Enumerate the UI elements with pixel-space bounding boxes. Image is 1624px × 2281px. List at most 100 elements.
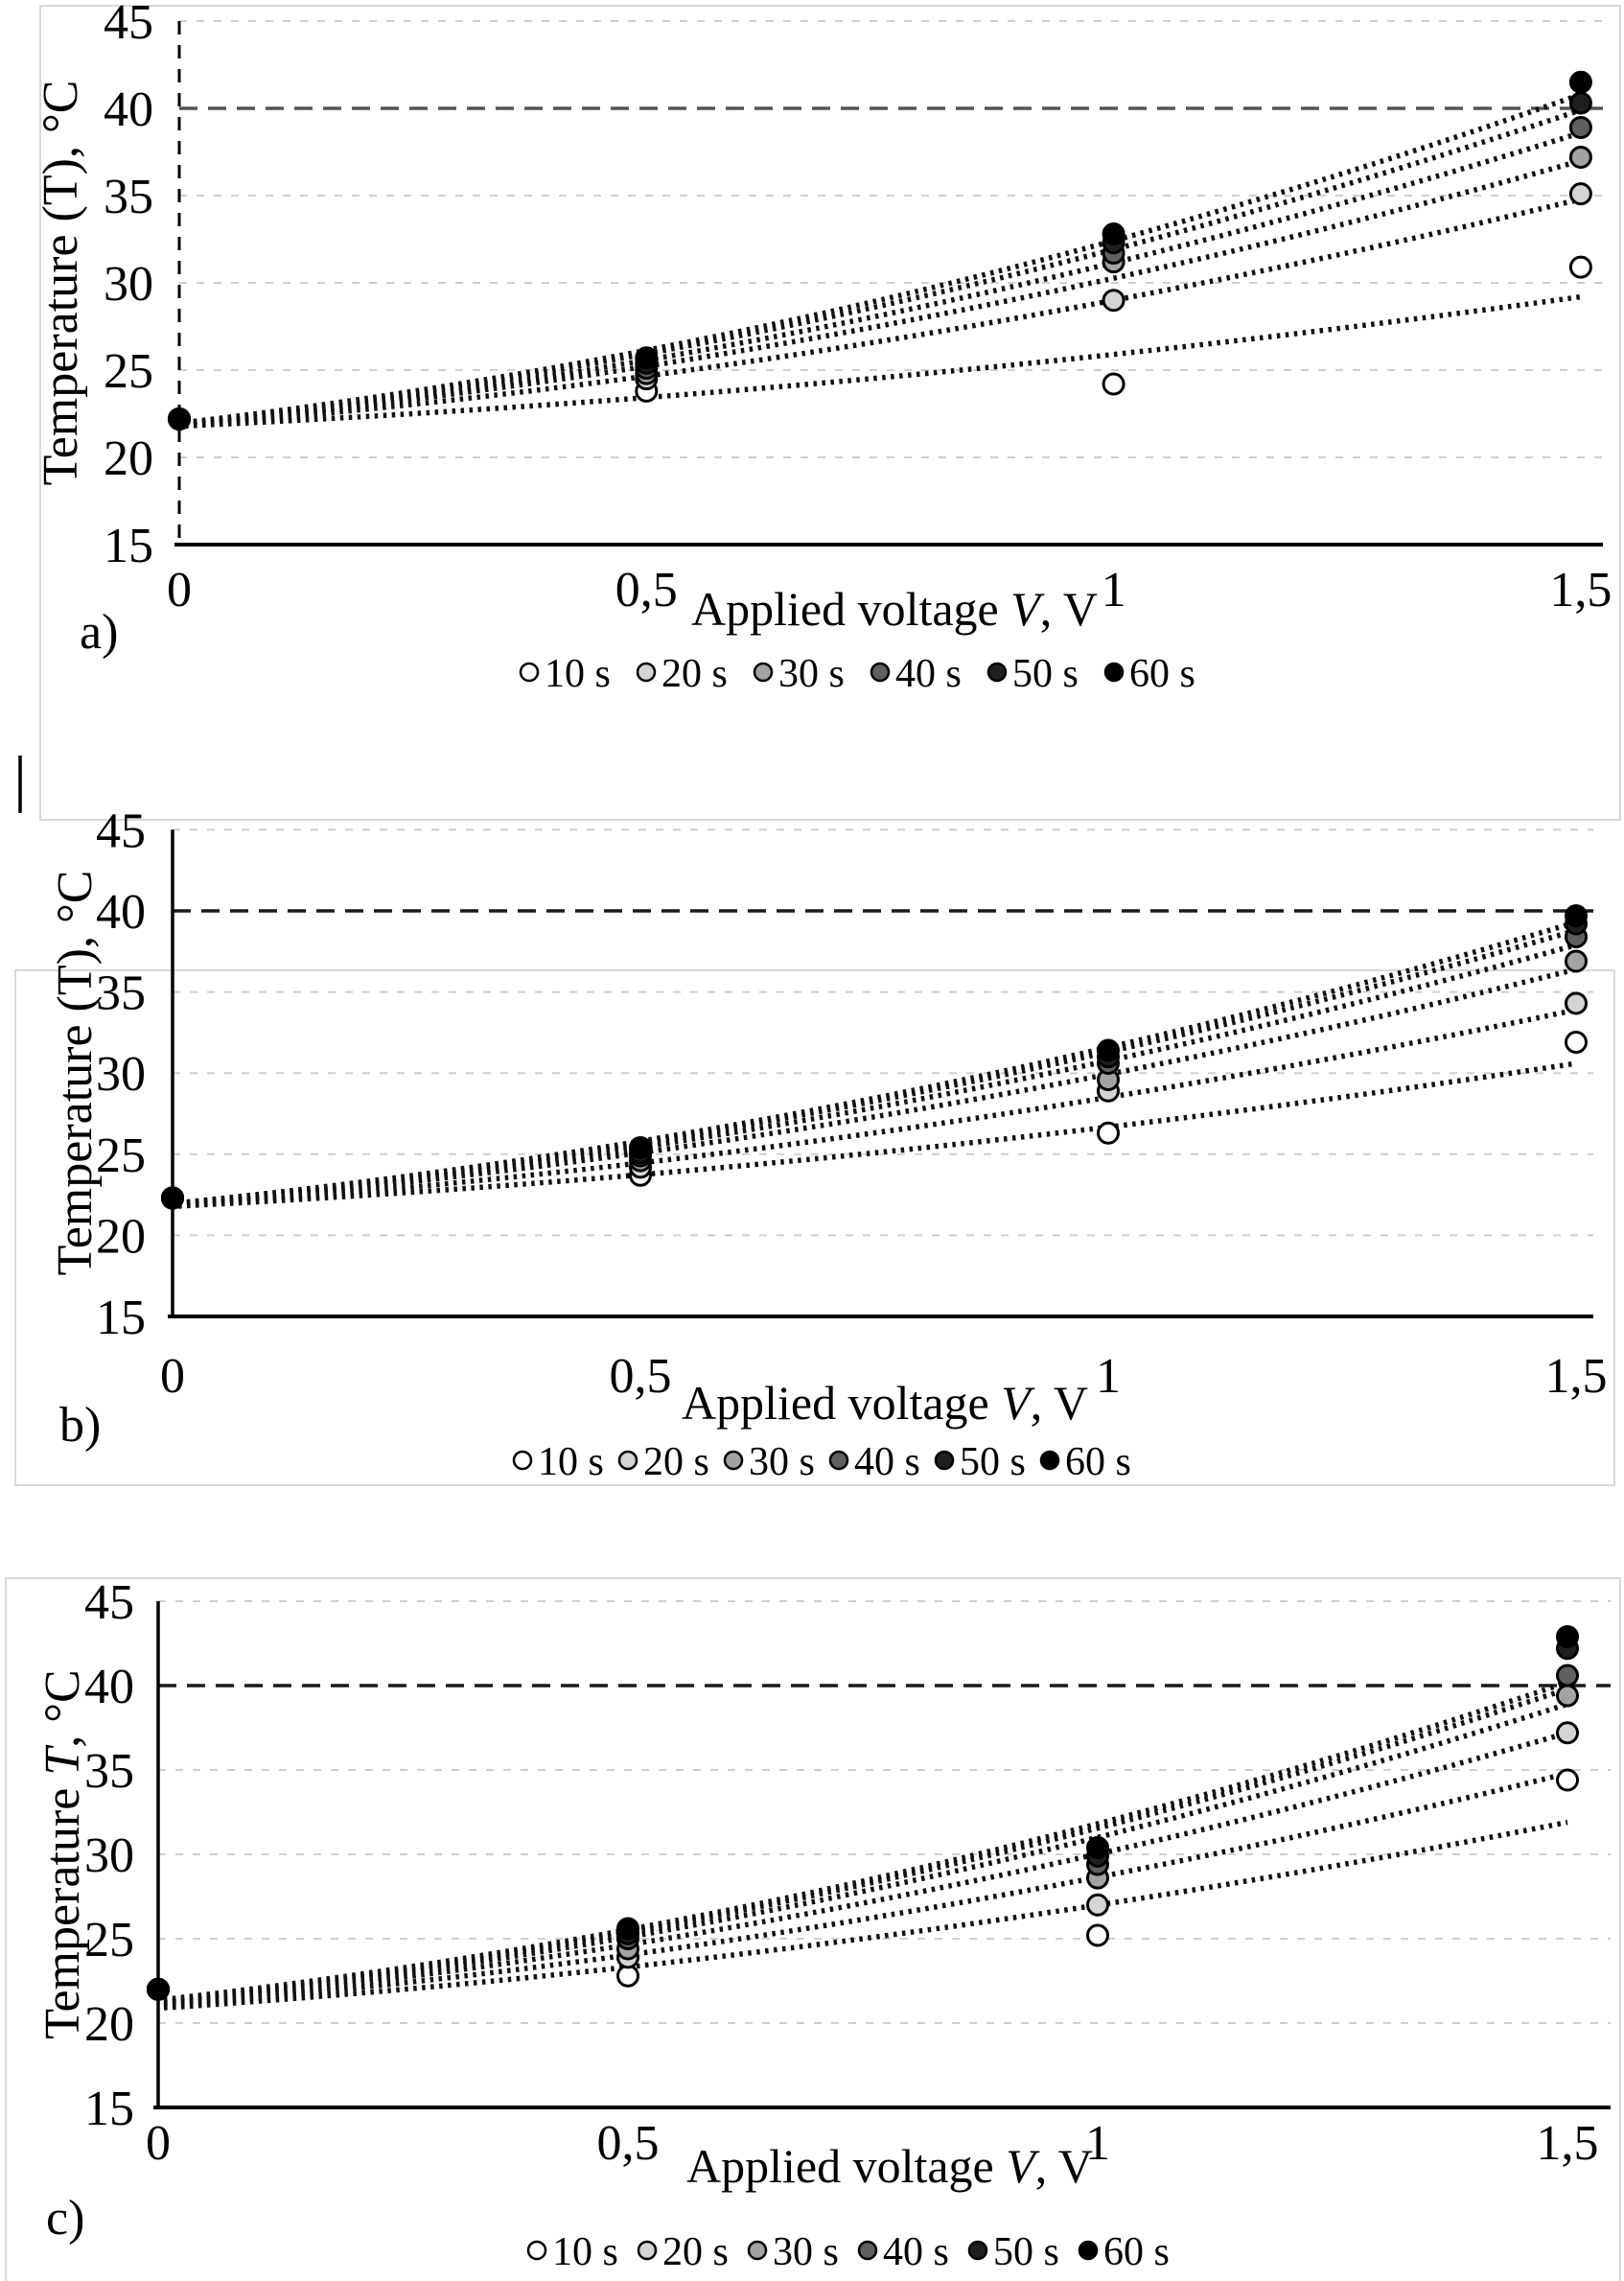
legend-item: 20 s — [637, 2230, 729, 2274]
data-point-60s-0_5 — [635, 346, 659, 370]
legend-marker-60s — [1103, 662, 1125, 683]
trendline-20s — [177, 1007, 1577, 1209]
data-point-60s-1 — [1097, 1038, 1120, 1062]
legend-marker-10s — [519, 662, 540, 683]
x-tick-1_5: 1,5 — [1545, 1349, 1608, 1404]
legend-item: 60 s — [1103, 652, 1195, 696]
y-axis-label: Temperature T, °C — [35, 1669, 90, 2038]
trendline-10s — [163, 1819, 1568, 2011]
y-tick-25: 25 — [104, 344, 153, 399]
legend-c: 10 s 20 s 30 s 40 s 50 s 60 s — [526, 2230, 1170, 2274]
legend-label-30s: 30 s — [778, 652, 845, 696]
legend-marker-50s — [986, 662, 1008, 683]
data-point-10s-1_5 — [1568, 255, 1592, 279]
legend-label-30s: 30 s — [749, 1440, 815, 1484]
legend-item: 10 s — [526, 2230, 618, 2274]
legend-item: 10 s — [512, 1440, 604, 1484]
data-point-40s-1_5 — [1556, 1664, 1579, 1687]
x-tick-1: 1 — [1085, 2116, 1110, 2171]
y-tick-20: 20 — [96, 1209, 146, 1264]
chart-c-panel-border — [5, 1577, 1621, 2281]
legend-label-50s: 50 s — [960, 1440, 1026, 1484]
panel-letter-b: b) — [59, 1398, 101, 1453]
data-point-60s-1 — [1102, 222, 1125, 246]
x-tick-0_5: 0,5 — [610, 1349, 672, 1404]
y-tick-45: 45 — [84, 1575, 134, 1630]
data-point-10s-1_5 — [1565, 1031, 1588, 1055]
legend-label-20s: 20 s — [662, 2230, 729, 2274]
legend-label-30s: 30 s — [773, 2230, 839, 2274]
chart-b-panel-border — [14, 969, 1615, 1486]
legend-label-50s: 50 s — [993, 2230, 1059, 2274]
trendline-60s — [163, 1679, 1568, 2003]
trendline-60s — [184, 91, 1582, 426]
legend-marker-50s — [934, 1450, 955, 1471]
data-point-30s-1_5 — [1565, 949, 1588, 973]
legend-label-40s: 40 s — [895, 652, 962, 696]
y-tick-45: 45 — [104, 0, 153, 50]
y-tick-40: 40 — [84, 1660, 134, 1714]
x-tick-0_5: 0,5 — [597, 2116, 660, 2171]
y-tick-20: 20 — [104, 431, 153, 486]
y-tick-35: 35 — [104, 170, 153, 224]
y-tick-30: 30 — [104, 257, 153, 312]
legend-b: 10 s 20 s 30 s 40 s 50 s 60 s — [512, 1440, 1131, 1484]
data-point-60s-1_5 — [1568, 70, 1592, 94]
trendline-20s — [163, 1770, 1568, 2010]
legend-item: 50 s — [986, 652, 1079, 696]
legend-a: 10 s 20 s 30 s 40 s 50 s 60 s — [519, 652, 1195, 696]
y-tick-25: 25 — [84, 1913, 134, 1967]
x-axis-label: Applied voltage V, V — [686, 2139, 1093, 2193]
trendline-50s — [184, 107, 1582, 426]
data-point-10s-0_5 — [616, 1964, 639, 1988]
legend-marker-30s — [753, 662, 774, 683]
legend-marker-40s — [828, 1450, 849, 1471]
legend-marker-10s — [512, 1450, 533, 1471]
legend-label-60s: 60 s — [1103, 2230, 1170, 2274]
legend-item: 60 s — [1039, 1440, 1131, 1484]
data-point-30s-1_5 — [1568, 145, 1592, 169]
legend-item: 60 s — [1078, 2230, 1170, 2274]
x-tick-1: 1 — [1096, 1349, 1121, 1404]
y-tick-15: 15 — [84, 2082, 134, 2136]
data-point-60s-1_5 — [1565, 904, 1588, 928]
chart-b: 45 40 35 30 25 20 15 0 0,5 1 1,5 Applied voltage V,… — [14, 803, 1615, 1486]
trendline-40s — [177, 942, 1577, 1207]
data-point-10s-1 — [1097, 1121, 1120, 1145]
data-point-60s-0_5 — [629, 1136, 652, 1160]
data-point-30s-1_5 — [1556, 1684, 1579, 1708]
y-axis-label: Temperature (T), °C — [48, 871, 103, 1276]
y-tick-35: 35 — [84, 1744, 134, 1799]
trendline-40s — [163, 1701, 1568, 2006]
trendline-30s — [184, 157, 1582, 428]
legend-item: 20 s — [617, 1440, 709, 1484]
trendline-20s — [184, 196, 1582, 429]
trendline-50s — [163, 1686, 1568, 2004]
y-tick-25: 25 — [96, 1129, 146, 1183]
legend-item: 40 s — [857, 2230, 949, 2274]
x-tick-1_5: 1,5 — [1549, 563, 1612, 617]
legend-label-60s: 60 s — [1129, 652, 1195, 696]
legend-item: 50 s — [934, 1440, 1026, 1484]
y-tick-40: 40 — [104, 82, 153, 137]
panel-letter-a: a) — [80, 605, 118, 660]
legend-label-10s: 10 s — [538, 1440, 604, 1484]
data-point-50s-1_5 — [1568, 91, 1592, 115]
legend-item: 10 s — [519, 652, 611, 696]
data-point-10s-1_5 — [1556, 1768, 1579, 1792]
legend-label-40s: 40 s — [854, 1440, 920, 1484]
x-tick-0: 0 — [160, 1349, 185, 1404]
trendline-30s — [163, 1730, 1568, 2008]
x-tick-0_5: 0,5 — [615, 563, 678, 617]
y-tick-20: 20 — [84, 1997, 134, 2052]
legend-marker-20s — [636, 662, 657, 683]
legend-marker-20s — [617, 1450, 638, 1471]
trendline-30s — [177, 966, 1577, 1207]
legend-label-20s: 20 s — [661, 652, 728, 696]
chart-c: 45 40 35 30 25 20 150 0,5 1 1,5 Applied voltage V,… — [5, 1575, 1621, 2281]
data-point-20s-1_5 — [1565, 991, 1588, 1015]
trendline-60s — [177, 919, 1577, 1206]
x-tick-0: 0 — [167, 563, 192, 617]
